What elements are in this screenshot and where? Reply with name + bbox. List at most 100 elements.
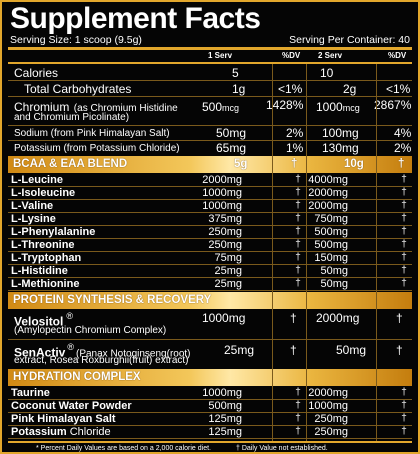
dv-2: † [401, 226, 407, 237]
dv-1: † [295, 226, 301, 237]
amount-1-serv: 1000mg [202, 187, 242, 199]
amount-2-serv: 750mg [314, 213, 348, 225]
bcaa-row: L-Tryptophan 75mg † 150mg † [8, 252, 412, 265]
amount-2-serv: 1000mg [308, 400, 348, 412]
amount-1-serv: 500mg [208, 400, 242, 412]
bcaa-row: L-Histidine 25mg † 50mg † [8, 265, 412, 278]
carbs-dv-2: <1% [386, 82, 411, 96]
hydration-ingredient-list: Taurine 1000mg † 2000mg † Coconut Water Powde… [8, 387, 412, 439]
ingredient-name: L-Methionine [11, 278, 80, 290]
potassium-label: Potassium (from Potassium Chloride) [14, 143, 180, 154]
sodium-dv-2: 4% [394, 126, 412, 140]
velositol-2-serv: 2000mg [316, 311, 360, 325]
bcaa-eaa-blend-header: BCAA & EAA BLEND 5g † 10g † [8, 156, 412, 173]
top-rule [8, 47, 412, 50]
bcaa-row: L-Leucine 2000mg † 4000mg † [8, 174, 412, 187]
amount-2-serv: 500mg [314, 226, 348, 238]
column-divider [376, 64, 377, 441]
chromium-label: Chromium (as Chromium Histidine [14, 98, 178, 116]
hydration-complex-header: HYDRATION COMPLEX [8, 369, 412, 386]
carbs-1-serv: 1g [232, 82, 246, 96]
ingredient-name: L-Histidine [11, 265, 68, 277]
chromium-detail-1: (as Chromium Histidine [73, 103, 178, 114]
divider [8, 125, 412, 126]
velositol-dv-2: † [396, 311, 403, 325]
velositol-detail: (Amylopectin Chromium Complex) [14, 325, 167, 336]
footnote-percent-dv: * Percent Daily Values are based on a 2,… [36, 445, 211, 452]
amount-2-serv: 500mg [314, 239, 348, 251]
column-divider [306, 64, 307, 441]
header-dv-1: %DV [282, 51, 301, 60]
chromium-dv-2: 2867% [374, 98, 412, 112]
amount-1-serv: 125mg [208, 426, 242, 438]
ingredient-name: Taurine [11, 387, 50, 399]
amount-1-serv: 25mg [214, 278, 242, 290]
divider [8, 80, 412, 81]
ingredient-name: L-Isoleucine [11, 187, 76, 199]
ingredient-name: Potassium Chloride [11, 426, 111, 438]
dv-1: † [295, 174, 301, 185]
potassium-2-serv: 130mg [322, 141, 359, 155]
ingredient-name: Pink Himalayan Salt [11, 413, 116, 425]
amount-1-serv: 2000mg [202, 174, 242, 186]
dv-2: † [401, 174, 407, 185]
amount-1-serv: 250mg [208, 226, 242, 238]
amount-2-serv: 50mg [320, 278, 348, 290]
carbs-label: Total Carbohydrates [24, 82, 132, 96]
panel-title: Supplement Facts [10, 2, 261, 35]
dv-1: † [295, 426, 301, 437]
dv-2: † [401, 387, 407, 398]
dv-2: † [401, 278, 407, 289]
ingredient-name: L-Threonine [11, 239, 75, 251]
sodium-2-serv: 100mg [322, 126, 359, 140]
amount-1-serv: 25mg [214, 265, 242, 277]
divider [8, 140, 412, 141]
velositol-1-serv: 1000mg [202, 311, 246, 325]
bcaa-row: L-Phenylalanine 250mg † 500mg † [8, 226, 412, 239]
bcaa-row: L-Methionine 25mg † 50mg † [8, 278, 412, 291]
bcaa-dv-1: † [291, 158, 298, 170]
divider [8, 339, 412, 340]
bcaa-label: BCAA & EAA BLEND [13, 158, 128, 170]
senactiv-dv-2: † [396, 343, 403, 357]
chromium-detail-2: and Chromium Picolinate) [14, 112, 130, 123]
bcaa-2-serv: 10g [344, 158, 364, 170]
header-1-serv: 1 Serv [208, 51, 233, 60]
amount-2-serv: 250mg [314, 413, 348, 425]
velositol-dv-1: † [290, 311, 297, 325]
dv-1: † [295, 252, 301, 263]
chromium-2-serv: 1000mcg [316, 100, 360, 114]
hydration-label: HYDRATION COMPLEX [13, 371, 141, 383]
bcaa-row: L-Valine 1000mg † 2000mg † [8, 200, 412, 213]
amount-1-serv: 125mg [208, 413, 242, 425]
amount-2-serv: 4000mg [308, 174, 348, 186]
potassium-1-serv: 65mg [216, 141, 247, 155]
chromium-dv-1: 1428% [266, 98, 304, 112]
dv-2: † [401, 213, 407, 224]
hydration-row: Pink Himalayan Salt 125mg † 250mg † [8, 413, 412, 426]
ingredient-name: Coconut Water Powder [11, 400, 132, 412]
protein-synthesis-header: PROTEIN SYNTHESIS & RECOVERY [8, 292, 412, 309]
amount-1-serv: 75mg [214, 252, 242, 264]
dv-1: † [295, 187, 301, 198]
bcaa-1-serv: 5g [234, 158, 248, 170]
ingredient-name: L-Tryptophan [11, 252, 82, 264]
dv-1: † [295, 278, 301, 289]
carbs-2-serv: 2g [343, 82, 357, 96]
amount-2-serv: 250mg [314, 426, 348, 438]
column-divider [272, 64, 273, 441]
senactiv-2-serv: 50mg [336, 343, 367, 357]
dv-1: † [295, 387, 301, 398]
dv-2: † [401, 239, 407, 250]
sodium-dv-1: 2% [286, 126, 304, 140]
amount-1-serv: 1000mg [202, 387, 242, 399]
dv-2: † [401, 187, 407, 198]
potassium-dv-2: 2% [394, 141, 412, 155]
sodium-label: Sodium (from Pink Himalayan Salt) [14, 128, 170, 139]
dv-1: † [295, 413, 301, 424]
ingredient-name: L-Lysine [11, 213, 56, 225]
chromium-1-serv: 500mcg [202, 100, 240, 114]
bcaa-ingredient-list: L-Leucine 2000mg † 4000mg † L-Isoleucine 1000m… [8, 174, 412, 291]
ingredient-name: L-Phenylalanine [11, 226, 96, 238]
